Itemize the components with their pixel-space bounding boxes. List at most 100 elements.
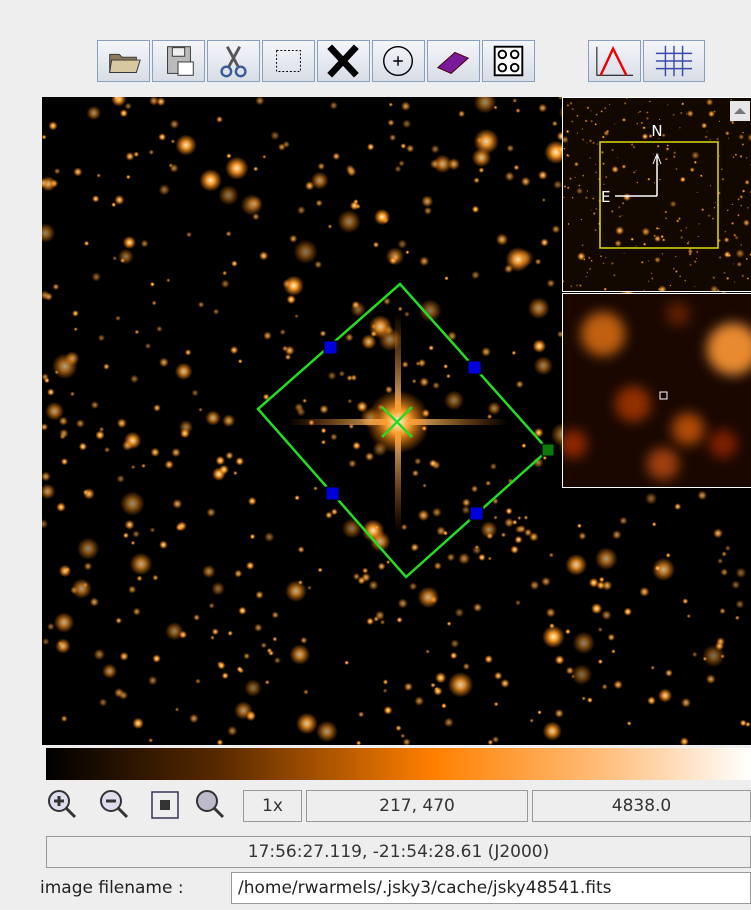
star (235, 457, 244, 466)
colorbar[interactable] (46, 748, 751, 780)
pan-window[interactable]: N E (562, 97, 751, 292)
region-rotated-box[interactable] (256, 282, 550, 579)
star (352, 572, 361, 581)
diamond-button[interactable] (427, 40, 480, 82)
star (604, 256, 607, 259)
star (577, 252, 586, 261)
star (610, 209, 614, 213)
open-button[interactable] (97, 40, 150, 82)
star (669, 200, 677, 208)
star (537, 710, 542, 715)
star (595, 113, 598, 116)
star (216, 739, 224, 745)
star (221, 279, 230, 289)
star (576, 114, 579, 118)
star (514, 535, 523, 544)
resize-handle[interactable] (469, 506, 484, 521)
star (285, 580, 307, 602)
star (725, 131, 730, 136)
star (563, 136, 569, 144)
star (418, 299, 442, 323)
star (520, 176, 531, 187)
star (581, 138, 585, 141)
region-center[interactable] (381, 406, 413, 438)
delete-button[interactable] (317, 40, 370, 82)
save-button[interactable] (152, 40, 205, 82)
rotate-handle[interactable] (541, 443, 555, 457)
star (708, 110, 715, 118)
star (602, 162, 605, 166)
star (260, 642, 267, 649)
star (717, 558, 724, 564)
star (590, 119, 593, 123)
star (723, 271, 726, 275)
star (736, 261, 742, 267)
star (661, 133, 666, 138)
star (741, 143, 745, 146)
zoom-fit-button[interactable] (148, 788, 182, 822)
star (686, 110, 694, 118)
star (701, 122, 708, 129)
star (152, 574, 159, 581)
star (495, 233, 509, 246)
star (350, 374, 357, 381)
zoom-in-button[interactable] (45, 788, 79, 822)
star (472, 545, 482, 555)
star (515, 108, 521, 113)
star (623, 101, 627, 105)
profile-button[interactable] (588, 40, 641, 82)
star (443, 717, 454, 728)
star (116, 474, 125, 483)
star (103, 363, 110, 370)
star (320, 427, 327, 434)
star (115, 315, 121, 321)
filename-field[interactable]: /home/rwarmels/.jsky3/cache/jsky48541.fi… (231, 872, 751, 904)
star (158, 184, 170, 196)
star (622, 193, 632, 202)
star (386, 560, 391, 565)
star (694, 285, 696, 288)
star (713, 206, 716, 209)
star (156, 325, 163, 332)
star (487, 401, 501, 416)
star (587, 256, 591, 260)
star (603, 183, 605, 186)
cut-button[interactable] (207, 40, 260, 82)
zoom-out-button[interactable] (97, 788, 131, 822)
star (542, 455, 547, 461)
star (170, 139, 175, 144)
star (619, 516, 628, 525)
star (122, 440, 133, 451)
star (737, 213, 740, 217)
star (635, 245, 637, 247)
resize-handle[interactable] (323, 340, 338, 355)
star (473, 97, 497, 114)
star (650, 272, 653, 274)
star (735, 615, 740, 621)
star (718, 120, 721, 123)
compass-arrow (652, 152, 662, 165)
star (714, 201, 717, 204)
star (294, 314, 299, 319)
zoom-field: 1x (243, 790, 302, 822)
resize-handle[interactable] (325, 486, 340, 501)
star (423, 206, 432, 215)
star (446, 553, 456, 562)
resize-handle[interactable] (467, 360, 482, 375)
grid-pattern-button[interactable] (482, 40, 535, 82)
star (368, 580, 379, 591)
star (731, 580, 741, 590)
select-button[interactable] (262, 40, 315, 82)
grid-button[interactable] (643, 40, 705, 82)
star (284, 354, 292, 361)
zoom-tool-button[interactable] (193, 788, 227, 822)
star (125, 174, 131, 180)
star (273, 656, 281, 664)
star (617, 205, 621, 209)
star (217, 661, 226, 670)
circle-button[interactable] (372, 40, 425, 82)
star (266, 647, 273, 654)
star (297, 546, 305, 553)
star (718, 155, 721, 157)
star (741, 274, 745, 278)
